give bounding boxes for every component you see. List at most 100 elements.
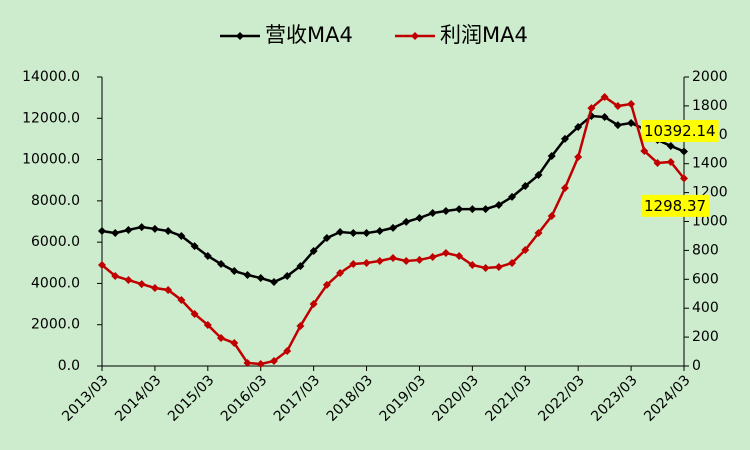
point-marker	[150, 283, 159, 292]
x-tick-label: 2023/03	[588, 372, 640, 424]
point-marker	[349, 259, 358, 268]
point-marker	[428, 209, 437, 218]
x-tick-label: 2018/03	[324, 372, 376, 424]
point-marker	[111, 229, 120, 238]
point-marker	[269, 356, 278, 365]
y-tick-label: 2000.0	[31, 317, 80, 333]
y2-tick-label: 2000	[692, 69, 728, 85]
point-marker	[217, 260, 226, 269]
point-marker	[389, 254, 397, 263]
point-marker	[587, 104, 596, 113]
point-marker	[150, 224, 159, 233]
y-tick-label: 10000.0	[22, 152, 80, 168]
point-marker	[243, 270, 252, 279]
data-label-group: 10392.14	[641, 119, 719, 142]
point-marker	[680, 147, 688, 156]
point-marker	[494, 263, 503, 272]
point-marker	[640, 146, 649, 155]
point-marker	[164, 226, 173, 235]
point-marker	[203, 320, 212, 329]
point-marker	[375, 226, 384, 235]
point-marker	[455, 205, 464, 214]
point-marker	[521, 245, 530, 254]
point-marker	[322, 280, 331, 289]
y-tick-label: 12000.0	[22, 110, 80, 126]
point-marker	[203, 251, 212, 260]
x-tick-label: 2013/03	[59, 372, 111, 424]
point-marker	[574, 153, 583, 162]
point-marker	[666, 141, 675, 150]
point-marker	[309, 300, 318, 309]
point-marker	[230, 339, 239, 348]
point-marker	[230, 267, 239, 276]
x-tick-label: 2015/03	[165, 372, 217, 424]
y2-tick-label: 1400	[692, 156, 728, 172]
point-marker	[190, 242, 199, 251]
point-marker	[375, 256, 384, 265]
point-marker	[137, 280, 146, 289]
x-tick-label: 2024/03	[641, 372, 693, 424]
y-tick-label: 14000.0	[22, 69, 80, 85]
point-marker	[547, 152, 556, 161]
point-marker	[177, 231, 186, 240]
point-marker	[336, 228, 345, 237]
point-marker	[560, 183, 569, 192]
point-marker	[309, 247, 318, 256]
x-tick-label: 2014/03	[112, 372, 164, 424]
point-marker	[481, 264, 490, 273]
legend-label: 营收MA4	[265, 23, 353, 47]
y2-tick-label: 800	[692, 242, 719, 258]
point-marker	[600, 113, 609, 122]
point-marker	[164, 285, 173, 294]
point-marker	[547, 212, 556, 221]
point-marker	[613, 102, 622, 111]
point-marker	[190, 309, 199, 318]
point-marker	[402, 217, 411, 226]
y-tick-label: 8000.0	[31, 193, 80, 209]
point-marker	[441, 206, 450, 215]
point-marker	[508, 192, 517, 201]
legend-label: 利润MA4	[440, 23, 528, 47]
point-marker	[124, 225, 133, 234]
point-marker	[243, 358, 252, 367]
point-marker	[336, 268, 345, 277]
point-marker	[600, 92, 609, 101]
data-label: 1298.37	[644, 197, 706, 215]
point-marker	[415, 213, 424, 222]
y2-tick-label: 0	[692, 358, 701, 374]
point-marker	[217, 333, 226, 342]
data-label-box	[641, 119, 719, 142]
point-marker	[296, 321, 305, 330]
data-label-box	[641, 194, 710, 217]
y2-tick-label: 1800	[692, 98, 728, 114]
x-tick-label: 2017/03	[271, 372, 323, 424]
point-marker	[521, 181, 530, 190]
x-tick-label: 2020/03	[430, 372, 482, 424]
point-marker	[494, 200, 503, 209]
point-marker	[283, 346, 292, 355]
y2-tick-label: 400	[692, 300, 719, 316]
x-tick-label: 2019/03	[377, 372, 429, 424]
y-tick-label: 0.0	[58, 358, 80, 374]
legend-marker	[411, 32, 419, 40]
point-marker	[534, 171, 543, 180]
point-marker	[296, 262, 305, 271]
point-marker	[402, 256, 411, 265]
point-marker	[574, 122, 583, 131]
point-marker	[613, 121, 622, 130]
point-marker	[627, 119, 636, 128]
point-marker	[534, 229, 543, 238]
point-marker	[455, 252, 464, 261]
y-tick-label: 4000.0	[31, 275, 80, 291]
point-marker	[653, 158, 662, 167]
point-marker	[256, 359, 265, 368]
point-marker	[560, 134, 569, 143]
x-tick-label: 2022/03	[535, 372, 587, 424]
y2-tick-label: 600	[692, 271, 719, 287]
point-marker	[428, 253, 437, 262]
legend-marker	[236, 32, 244, 40]
point-marker	[666, 157, 675, 166]
point-marker	[322, 234, 331, 243]
point-marker	[415, 255, 424, 264]
